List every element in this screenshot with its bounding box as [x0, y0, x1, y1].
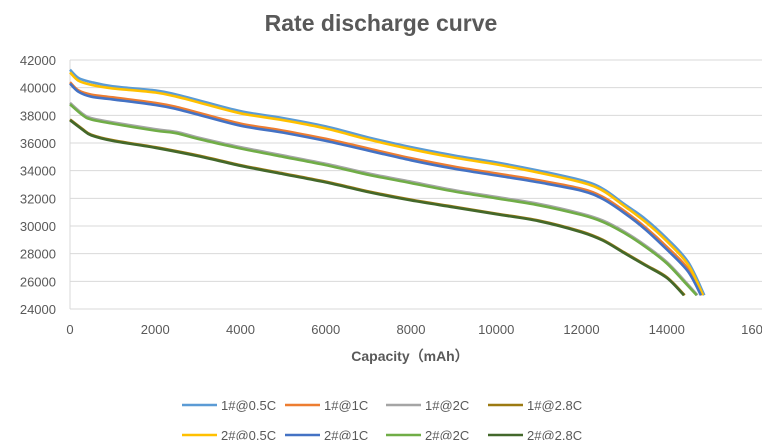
y-tick-label: 32000 — [20, 191, 56, 206]
series-line-2#@2.8C — [69, 119, 685, 297]
x-tick-label: 10000 — [478, 322, 514, 337]
legend-item: 2#@2.8C — [488, 428, 582, 440]
x-axis-label: Capacity（mAh） — [351, 348, 468, 364]
legend: 1#@0.5C 1#@1C 1#@2C 1#@2.8C 2#@0.5C 2#@1C 2#@2… — [182, 398, 582, 440]
y-tick-label: 24000 — [20, 302, 56, 317]
legend-item: 2#@2C — [386, 428, 469, 440]
series-line-1#@1C — [69, 81, 703, 296]
series-line-1#@0.5C — [69, 68, 706, 296]
series-line-2#@0.5C — [69, 71, 705, 296]
legend-item: 2#@0.5C — [182, 428, 276, 440]
legend-item: 2#@1C — [285, 428, 368, 440]
x-tick-label: 2000 — [141, 322, 170, 337]
chart-title: Rate discharge curve — [265, 10, 498, 36]
x-tick-label: 160 — [741, 322, 762, 337]
legend-label: 1#@0.5C — [221, 398, 276, 413]
y-tick-label: 34000 — [20, 164, 56, 179]
y-tick-label: 30000 — [20, 219, 56, 234]
legend-item: 1#@2.8C — [488, 398, 582, 413]
legend-item: 1#@2C — [386, 398, 469, 413]
x-tick-label: 0 — [66, 322, 73, 337]
x-axis-ticks: 0 2000 4000 6000 8000 10000 12000 14000 160 — [66, 322, 762, 337]
series-line-2#@1C — [69, 82, 703, 296]
legend-label: 1#@2.8C — [527, 398, 582, 413]
x-tick-label: 4000 — [226, 322, 255, 337]
y-tick-label: 28000 — [20, 247, 56, 262]
legend-label: 1#@1C — [324, 398, 368, 413]
legend-label: 2#@2C — [425, 428, 469, 440]
legend-label: 2#@1C — [324, 428, 368, 440]
legend-label: 1#@2C — [425, 398, 469, 413]
x-tick-label: 14000 — [649, 322, 685, 337]
gridlines — [69, 59, 762, 310]
y-tick-label: 26000 — [20, 274, 56, 289]
y-tick-label: 40000 — [20, 81, 56, 96]
x-tick-label: 6000 — [311, 322, 340, 337]
x-tick-label: 8000 — [397, 322, 426, 337]
y-tick-label: 42000 — [20, 53, 56, 68]
series-line-2#@2C — [69, 103, 698, 297]
y-axis-ticks: 24000 26000 28000 30000 32000 34000 36000 38000… — [20, 53, 56, 317]
y-tick-label: 38000 — [20, 108, 56, 123]
y-tick-label: 36000 — [20, 136, 56, 151]
series-line-1#@2.8C — [69, 118, 686, 297]
legend-item: 1#@0.5C — [182, 398, 276, 413]
legend-item: 1#@1C — [285, 398, 368, 413]
legend-label: 2#@2.8C — [527, 428, 582, 440]
series-lines — [69, 68, 706, 297]
legend-label: 2#@0.5C — [221, 428, 276, 440]
x-tick-label: 12000 — [563, 322, 599, 337]
